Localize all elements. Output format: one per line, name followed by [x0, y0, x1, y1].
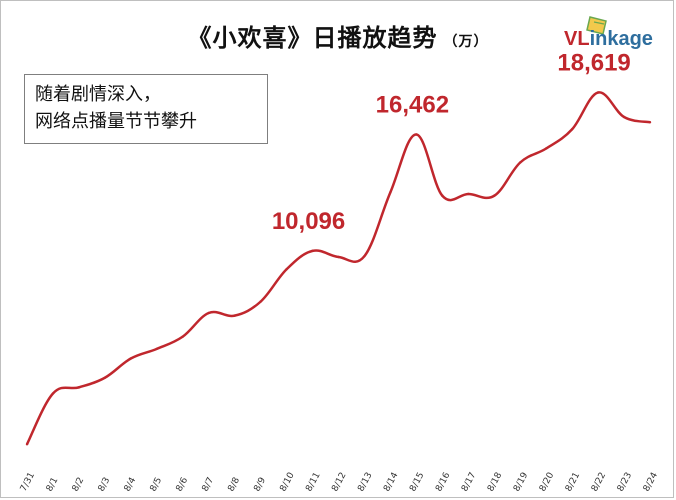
data-point-8-16: [441, 194, 444, 197]
data-point-8-5: [155, 347, 158, 351]
title-text: 《小欢喜》日播放趋势: [187, 24, 438, 52]
x-tick-label: 8/12: [330, 471, 348, 494]
data-point-8-20: [544, 147, 548, 150]
x-tick-label: 8/11: [304, 471, 322, 494]
x-tick-label: 8/5: [149, 476, 165, 493]
data-point-8-11: [311, 249, 314, 253]
x-tick-label: 8/18: [486, 471, 504, 494]
note-line-1: 随着剧情深入，: [35, 84, 161, 105]
x-tick-label: 8/17: [460, 471, 478, 494]
data-point-8-24: [648, 121, 652, 124]
series-line: [25, 91, 651, 445]
data-point-8-15: [415, 133, 418, 136]
data-point-8-19: [519, 161, 522, 164]
data-point-8-9: [259, 300, 262, 303]
data-point-7-31: [25, 443, 29, 446]
x-tick-label: 7/31: [19, 471, 37, 494]
x-tick-label: 8/4: [123, 476, 139, 494]
x-tick-label: 8/10: [278, 471, 296, 494]
data-point-8-21: [570, 128, 574, 131]
x-tick-label: 8/2: [71, 476, 87, 493]
x-tick-label: 8/6: [175, 476, 191, 494]
data-point-8-10: [285, 268, 288, 271]
data-point-8-18: [493, 194, 496, 197]
x-tick-label: 8/21: [564, 471, 582, 494]
title-unit: （万）: [443, 34, 489, 50]
x-tick-label: 8/13: [356, 471, 374, 494]
chart-title: 《小欢喜》日播放趋势 （万）: [0, 18, 676, 53]
data-point-8-1: [51, 392, 55, 395]
peak-value-label: 10,096: [272, 208, 345, 235]
data-point-8-4: [129, 357, 133, 360]
x-tick-label: 8/20: [538, 471, 556, 494]
data-point-8-2: [77, 386, 81, 389]
x-tick-label: 8/7: [201, 476, 217, 493]
logo-text: VLinkage: [564, 28, 653, 50]
x-tick-label: 8/9: [252, 476, 268, 494]
x-tick-label: 8/22: [590, 471, 608, 494]
vlinkage-logo: VLinkage: [560, 14, 670, 54]
annotation-note-box: 随着剧情深入， 网络点播量节节攀升: [24, 74, 268, 144]
x-tick-label: 8/14: [382, 471, 400, 494]
x-tick-label: 8/8: [226, 476, 242, 494]
x-tick-label: 8/15: [408, 471, 426, 494]
x-tick-label: 8/16: [434, 471, 452, 494]
x-tick-label: 8/1: [45, 476, 61, 493]
data-point-8-8: [233, 314, 236, 317]
logo-graphic: [586, 16, 607, 35]
data-point-8-14: [389, 191, 392, 194]
data-point-8-23: [622, 115, 626, 119]
data-point-8-22: [596, 91, 600, 94]
data-point-8-6: [181, 335, 184, 338]
peak-value-label: 18,619: [557, 50, 630, 77]
x-tick-label: 8/3: [97, 476, 113, 493]
note-line-2: 网络点播量节节攀升: [35, 111, 197, 132]
x-tick-label: 8/24: [642, 471, 660, 494]
data-point-8-3: [103, 376, 107, 379]
data-point-8-17: [467, 192, 470, 196]
x-tick-label: 8/19: [512, 471, 530, 494]
peak-value-label: 16,462: [376, 92, 449, 119]
data-point-8-12: [337, 255, 340, 259]
data-point-8-7: [207, 311, 210, 315]
x-tick-label: 8/23: [616, 471, 634, 494]
data-point-8-13: [363, 254, 366, 258]
